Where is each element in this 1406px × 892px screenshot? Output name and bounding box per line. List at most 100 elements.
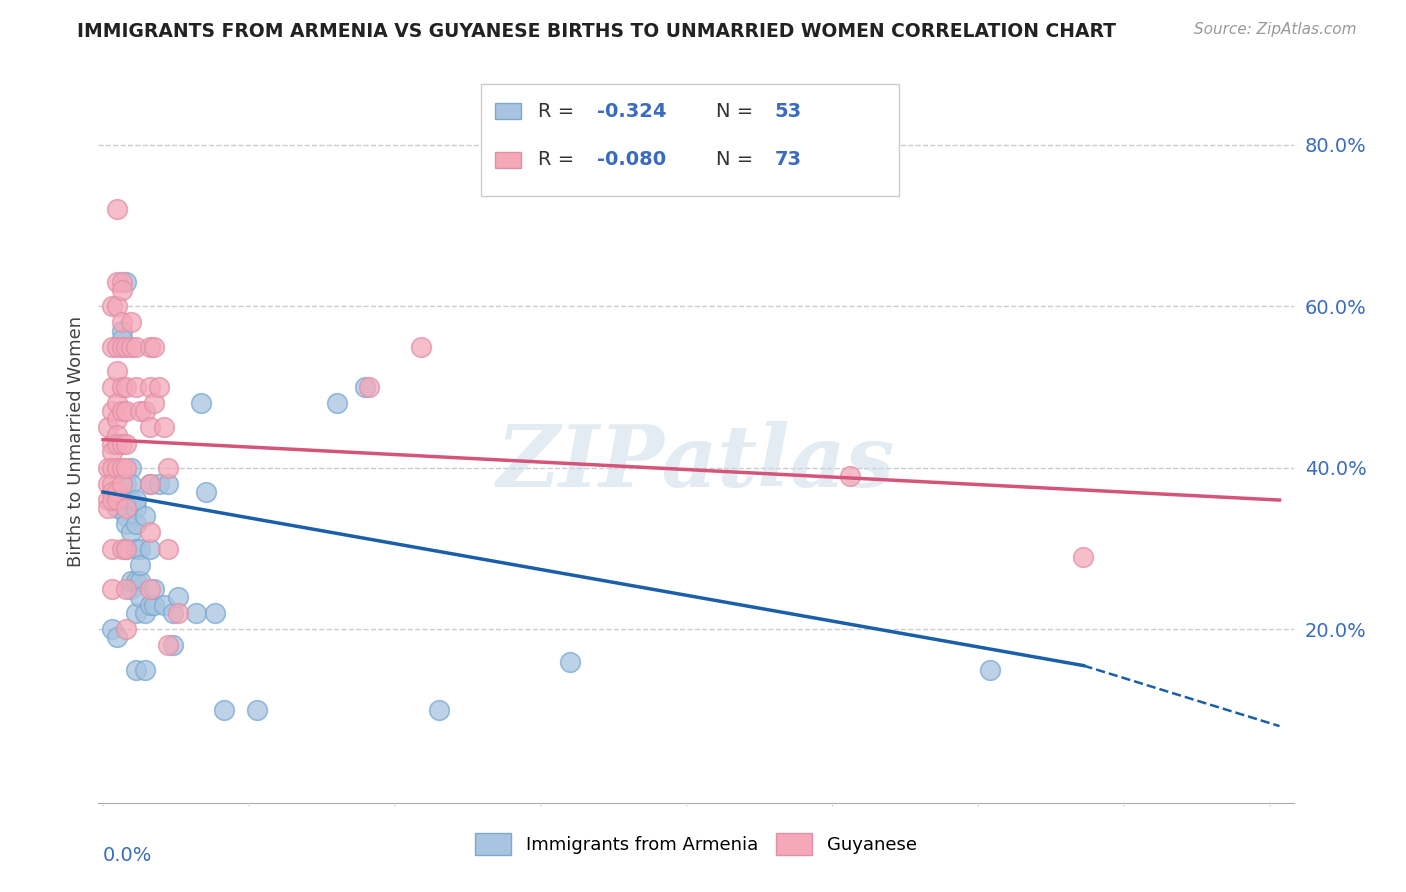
Point (101, 477, 124, 491)
Point (325, 396, 347, 410)
Point (105, 396, 128, 410)
Point (139, 598, 162, 612)
Point (111, 477, 134, 491)
Point (115, 501, 138, 516)
Point (166, 590, 188, 604)
Point (101, 436, 124, 450)
Point (120, 574, 142, 588)
Point (111, 324, 134, 338)
Point (148, 477, 170, 491)
Point (105, 485, 128, 500)
Point (101, 582, 124, 596)
Point (143, 340, 166, 354)
Point (166, 606, 188, 620)
Point (115, 404, 138, 418)
Point (125, 517, 148, 532)
Point (101, 460, 124, 475)
Text: -0.080: -0.080 (596, 150, 666, 169)
Point (143, 598, 166, 612)
Point (194, 485, 217, 500)
Point (115, 541, 138, 556)
Point (139, 582, 162, 596)
Point (105, 299, 128, 313)
Point (157, 639, 180, 653)
Point (115, 509, 138, 524)
Point (115, 460, 138, 475)
FancyBboxPatch shape (495, 103, 522, 120)
Text: R =: R = (538, 102, 581, 120)
Point (120, 477, 142, 491)
Point (152, 598, 174, 612)
Point (105, 501, 128, 516)
Point (115, 517, 138, 532)
Point (97, 420, 120, 434)
Point (115, 622, 138, 636)
Point (558, 655, 581, 669)
Point (129, 558, 152, 572)
Text: N =: N = (716, 150, 759, 169)
Text: R =: R = (538, 150, 581, 169)
Point (111, 283, 134, 297)
Text: 53: 53 (775, 102, 801, 120)
Point (111, 380, 134, 394)
Point (148, 380, 170, 394)
Point (101, 380, 124, 394)
Point (409, 340, 432, 354)
Point (139, 340, 162, 354)
Point (105, 493, 128, 508)
Point (115, 340, 138, 354)
Text: N =: N = (716, 102, 759, 120)
Point (353, 380, 375, 394)
Point (97, 501, 120, 516)
Point (139, 380, 162, 394)
Point (214, 703, 236, 717)
Point (125, 663, 148, 677)
Point (111, 340, 134, 354)
Point (125, 340, 148, 354)
Point (190, 396, 212, 410)
Point (120, 340, 142, 354)
Point (139, 477, 162, 491)
Point (111, 332, 134, 346)
Y-axis label: Births to Unmarried Women: Births to Unmarried Women (66, 316, 84, 567)
Point (125, 501, 148, 516)
Point (157, 477, 180, 491)
Point (105, 364, 128, 378)
Text: 73: 73 (775, 150, 801, 169)
Point (186, 606, 208, 620)
Point (111, 316, 134, 330)
Point (143, 396, 166, 410)
Text: 0.0%: 0.0% (103, 847, 152, 865)
Point (979, 663, 1001, 677)
Point (134, 663, 156, 677)
Text: Source: ZipAtlas.com: Source: ZipAtlas.com (1194, 22, 1357, 37)
Point (97, 460, 120, 475)
Point (152, 420, 174, 434)
Point (105, 428, 128, 442)
Text: -0.324: -0.324 (596, 102, 666, 120)
Point (111, 436, 134, 450)
Point (129, 404, 152, 418)
Point (839, 468, 862, 483)
Point (129, 590, 152, 604)
Legend: Immigrants from Armenia, Guyanese: Immigrants from Armenia, Guyanese (468, 826, 924, 863)
Point (125, 541, 148, 556)
Point (115, 275, 138, 289)
Point (120, 316, 142, 330)
Point (120, 493, 142, 508)
Point (101, 299, 124, 313)
Point (120, 525, 142, 540)
Point (157, 541, 180, 556)
Point (139, 420, 162, 434)
Point (101, 340, 124, 354)
Point (115, 436, 138, 450)
Point (134, 606, 156, 620)
Point (105, 275, 128, 289)
Point (101, 622, 124, 636)
Point (115, 477, 138, 491)
Point (139, 541, 162, 556)
Point (139, 477, 162, 491)
Point (134, 509, 156, 524)
Point (105, 436, 128, 450)
Point (1073, 549, 1095, 564)
